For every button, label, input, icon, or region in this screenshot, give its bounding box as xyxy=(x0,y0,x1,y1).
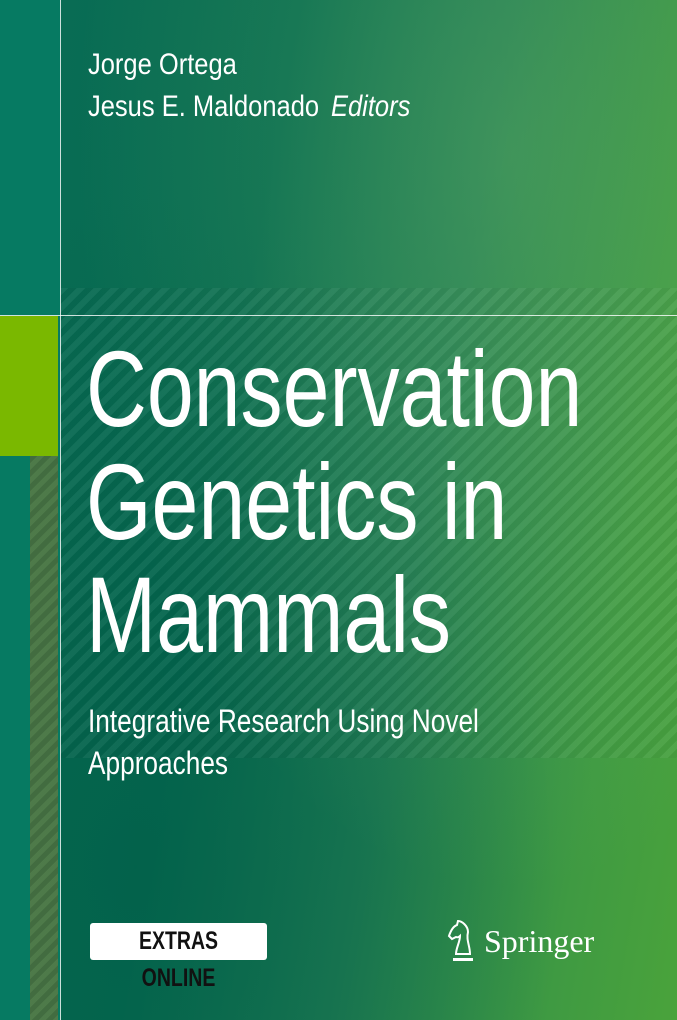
hatched-strip xyxy=(30,456,58,1020)
editor-name: Jesus E. Maldonado xyxy=(88,90,320,123)
subtitle-line: Approaches xyxy=(88,745,229,781)
editors: Jorge Ortega Jesus E. Maldonado Editors xyxy=(88,44,410,128)
background-stripes xyxy=(60,288,677,758)
publisher-name: Springer xyxy=(484,922,595,959)
title-line: Mammals xyxy=(86,554,452,675)
horizontal-rule xyxy=(0,315,677,316)
badge-label: EXTRAS ONLINE xyxy=(138,927,219,992)
title-line: Genetics in xyxy=(86,441,508,562)
editor-name: Jorge Ortega xyxy=(88,48,237,81)
title-line: Conservation xyxy=(86,328,583,449)
knight-horse-icon xyxy=(447,919,473,961)
editors-label: Editors xyxy=(330,90,411,123)
vertical-rule xyxy=(60,0,61,1020)
subtitle-line: Integrative Research Using Novel xyxy=(88,703,479,739)
extras-online-badge: EXTRAS ONLINE xyxy=(90,923,267,992)
accent-block xyxy=(0,316,58,456)
book-title: Conservation Genetics in Mammals xyxy=(86,332,582,671)
book-subtitle: Integrative Research Using Novel Approac… xyxy=(88,700,479,784)
publisher-logo: Springer xyxy=(446,918,594,964)
